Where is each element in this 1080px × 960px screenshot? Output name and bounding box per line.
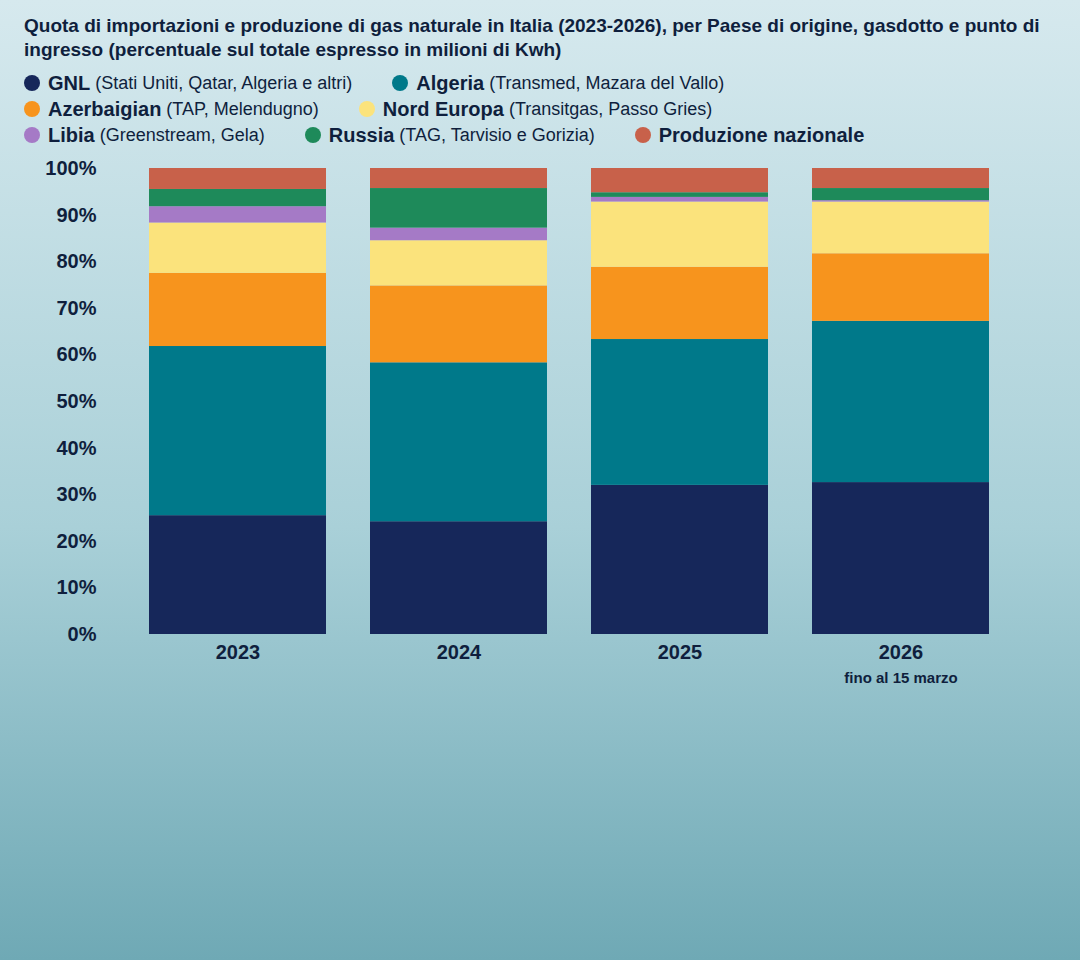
svg-text:2023: 2023 [216,641,261,663]
svg-text:70%: 70% [56,297,96,319]
html-text:Russia (TAG, Tarvisio e Gorizi: Russia (TAG, Tarvisio e Gorizia) [328,124,595,146]
svg-text:2024: 2024 [437,641,482,663]
svg-text:20%: 20% [56,530,96,552]
svg-text:0%: 0% [68,623,97,645]
svg-text:40%: 40% [56,437,96,459]
html-text:Produzione nazionale: Produzione nazionale [658,124,865,146]
svg-text:50%: 50% [56,390,96,412]
html-text:Algeria (Transmed, Mazara del: Algeria (Transmed, Mazara del Vallo) [416,72,725,94]
html-text:GNL (Stati Uniti, Qatar, Alger: GNL (Stati Uniti, Qatar, Algeria e altri… [48,72,353,94]
svg-text:10%: 10% [56,576,96,598]
html-text:Azerbaigian (TAP, Melendugno): Azerbaigian (TAP, Melendugno) [48,98,319,120]
svg-text:30%: 30% [56,483,96,505]
svg-text:2025: 2025 [658,641,703,663]
html-text:Nord Europa (Transitgas, Passo: Nord Europa (Transitgas, Passo Gries) [382,98,713,120]
svg-text:fino al 15 marzo: fino al 15 marzo [844,669,957,686]
svg-text:60%: 60% [56,343,96,365]
svg-text:100%: 100% [45,157,96,179]
svg-text:90%: 90% [56,204,96,226]
html-text:Quota di importazioni e produz: Quota di importazioni e produzione di ga… [24,15,1040,60]
svg-text:80%: 80% [56,250,96,272]
html-text:Libia (Greenstream, Gela): Libia (Greenstream, Gela) [48,124,265,146]
svg-text:2026: 2026 [879,641,924,663]
